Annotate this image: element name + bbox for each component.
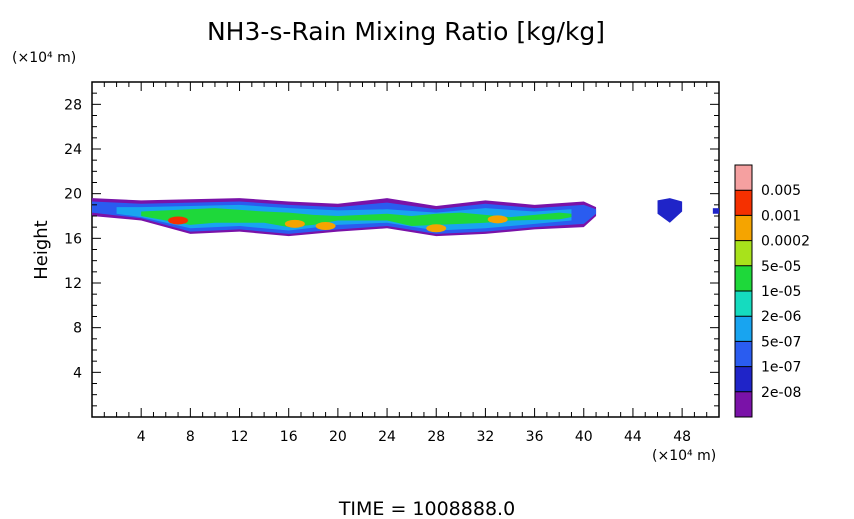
colorbar-swatch [735,190,752,216]
colorbar-swatch [735,366,752,392]
field-region-3 [141,208,572,228]
x-tick-label: 4 [137,429,146,445]
colorbar-legend: 2e-08 1e-07 5e-07 2e-06 1e-05 5e-05 0.0002 0.00… [734,164,810,418]
colorbar-swatch [735,391,752,417]
field-region-5 [712,208,719,214]
colorbar-swatch [735,291,752,317]
x-tick-label: 28 [427,429,445,445]
colorbar-label: 0.0002 [761,234,810,250]
x-tick-label: 32 [476,429,494,445]
x-tick-label: 36 [526,429,544,445]
x-tick-label: 40 [575,429,593,445]
x-tick-label: 12 [231,429,249,445]
colorbar-label: 0.001 [761,208,801,224]
time-label: TIME = 1008888.0 [338,498,515,519]
x-tick-label: 48 [673,429,691,445]
x-tick-label: 44 [624,429,642,445]
colorbar-swatch [735,341,752,367]
colorbar-swatch [735,265,752,291]
y-tick-label: 16 [64,231,82,247]
colorbar-swatch [735,240,752,266]
x-tick-label: 20 [329,429,347,445]
y-tick-label: 12 [64,276,82,292]
colorbar-swatch [735,165,752,191]
y-tick-label: 8 [73,321,82,337]
field-hotspot-4 [487,215,508,224]
colorbar-label: 0.005 [761,183,801,199]
plot-frame [91,81,720,418]
y-axis-unit: (×10⁴ m) [12,50,76,66]
field-hotspot-0 [168,216,189,225]
colorbar-label: 1e-05 [761,284,801,300]
field-hotspot-1 [284,219,305,228]
y-axis: 4 8 12 16 20 24 28 [64,92,719,407]
x-axis-unit: (×10⁴ m) [652,448,716,464]
x-tick-label: 16 [280,429,298,445]
chart-title: NH3-s-Rain Mixing Ratio [kg/kg] [207,17,605,46]
colorbar-label: 5e-05 [761,259,801,275]
colorbar-label: 2e-08 [761,385,801,401]
field-hotspot-2 [315,222,336,231]
colorbar-label: 2e-06 [761,309,801,325]
y-tick-label: 24 [64,142,82,158]
mixing-ratio-field [92,198,719,237]
y-tick-label: 28 [64,97,82,113]
y-tick-label: 20 [64,187,82,203]
x-axis: 4 8 12 16 20 24 28 32 36 40 44 48 [103,82,708,445]
colorbar-swatch [735,215,752,241]
x-tick-label: 8 [186,429,195,445]
colorbar-swatch [735,316,752,342]
colorbar-label: 5e-07 [761,334,801,350]
y-axis-label: Height [31,220,52,280]
y-tick-label: 4 [73,365,82,381]
colorbar-label: 1e-07 [761,360,801,376]
field-region-4 [657,198,683,223]
x-tick-label: 24 [378,429,396,445]
field-hotspot-3 [426,224,447,233]
